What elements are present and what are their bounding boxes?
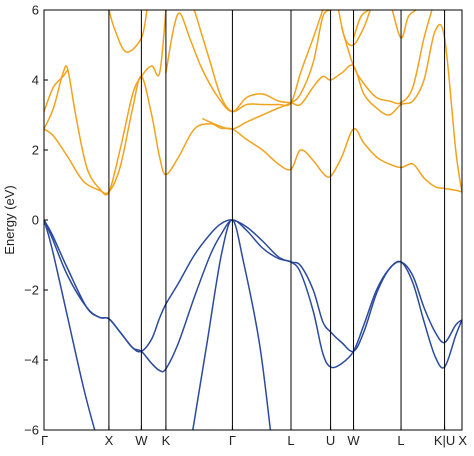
y-tick-label: −2 [24, 283, 39, 298]
conduction-band-9 [193, 10, 324, 113]
x-axis-ticks: Γ X W K Γ L U W L K|U X [41, 426, 467, 448]
x-tick-label: K [162, 433, 171, 448]
conduction-band-11 [340, 10, 433, 105]
y-tick-label: 2 [32, 143, 39, 158]
x-tick-label: Γ [41, 433, 48, 448]
x-tick-label: L [287, 433, 294, 448]
valence-band-1 [44, 219, 462, 373]
x-tick-label: L [397, 433, 404, 448]
conduction-band-13 [391, 10, 417, 39]
conduction-band-10 [201, 10, 332, 130]
conduction-band-14 [337, 10, 371, 47]
plot-area [44, 10, 462, 430]
y-tick-label: 6 [32, 3, 39, 18]
x-tick-label: U [326, 433, 335, 448]
x-tick-label: Γ [229, 433, 236, 448]
valence-band-3 [192, 219, 272, 430]
valence-band-2 [44, 219, 96, 430]
y-axis-label: Energy (eV) [2, 185, 17, 254]
plot-frame [43, 9, 463, 431]
valence-band-0 [44, 219, 462, 353]
conduction-band-5 [44, 10, 167, 196]
conduction-band-6 [44, 69, 69, 112]
x-tick-label: K|U [434, 433, 455, 448]
y-tick-label: 4 [32, 73, 39, 88]
y-tick-label: 0 [32, 213, 39, 228]
x-tick-label: W [135, 433, 148, 448]
x-tick-label: W [347, 433, 360, 448]
kpoint-lines [108, 10, 446, 430]
conduction-band-12 [352, 10, 370, 39]
conduction-band-8 [165, 12, 462, 193]
x-tick-label: X [105, 433, 114, 448]
y-tick-label: −6 [24, 423, 39, 438]
x-tick-label: X [458, 433, 467, 448]
y-axis-ticks: −6 −4 −2 0 2 4 6 [24, 3, 48, 438]
y-tick-label: −4 [24, 353, 39, 368]
conduction-band-7 [108, 10, 148, 53]
